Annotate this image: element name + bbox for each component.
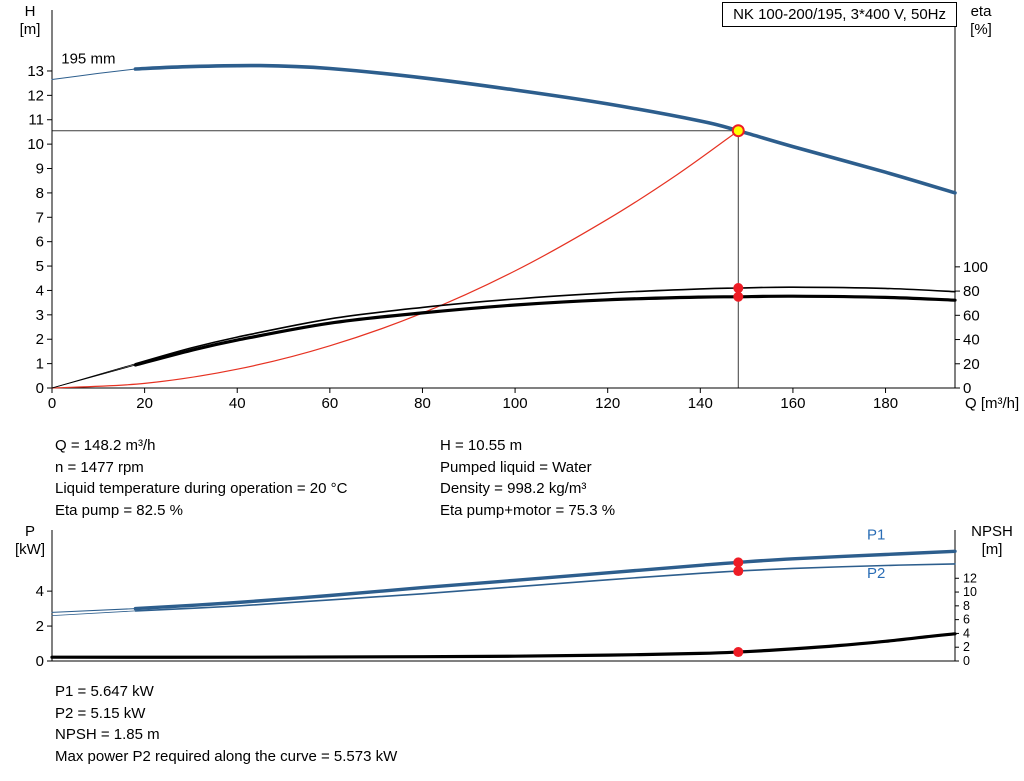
right-axis-tick-label: 2 bbox=[963, 640, 970, 654]
info-eta-pump: Eta pump = 82.5 % bbox=[55, 501, 183, 519]
left-axis-tick-label: 9 bbox=[36, 161, 44, 178]
x-axis-title: Q [m³/h] bbox=[965, 395, 1019, 412]
pump-model-title: NK 100-200/195, 3*400 V, 50Hz bbox=[722, 2, 957, 27]
left-axis-tick-label: 13 bbox=[27, 63, 44, 80]
left-axis-title: H bbox=[25, 3, 36, 20]
p2-tail bbox=[51, 610, 136, 616]
info-flow: Q = 148.2 m³/h bbox=[55, 437, 156, 454]
eta-pump-motor-point bbox=[733, 291, 744, 302]
info-density: Density = 998.2 kg/m³ bbox=[440, 480, 587, 497]
info-pumped-liquid: Pumped liquid = Water bbox=[440, 458, 592, 476]
left-axis-tick-label: 4 bbox=[36, 583, 44, 600]
right-axis-tick-label: 6 bbox=[963, 613, 970, 627]
left-axis-tick-label: 1 bbox=[36, 356, 44, 373]
left-axis-tick-label: 11 bbox=[28, 112, 44, 129]
x-axis-tick-label: 40 bbox=[229, 395, 246, 412]
series bbox=[51, 63, 957, 389]
left-axis-title: [m] bbox=[20, 21, 41, 38]
p1-curve bbox=[133, 549, 957, 611]
p2-label: P2 bbox=[867, 565, 885, 582]
info-liquid-temperature: Liquid temperature during operation = 20… bbox=[55, 480, 348, 497]
duty-info-left-column: Q = 148.2 m³/h n = 1477 rpm Liquid tempe… bbox=[55, 435, 347, 521]
left-axis-tick-label: 12 bbox=[27, 87, 44, 104]
duty-info-right-column: H = 10.55 m Pumped liquid = Water Densit… bbox=[440, 435, 615, 521]
x-axis-tick-label: 180 bbox=[873, 395, 898, 412]
right-axis-tick-label: 80 bbox=[963, 283, 980, 300]
x-axis-tick-label: 120 bbox=[595, 395, 620, 412]
left-axis-tick-label: 2 bbox=[36, 618, 44, 635]
p2-curve bbox=[134, 563, 956, 612]
p1-point bbox=[733, 557, 744, 568]
right-axis-tick-label: 0 bbox=[963, 380, 971, 397]
right-axis-tick-label: 60 bbox=[963, 307, 980, 324]
eta-pump-motor-curve bbox=[133, 294, 957, 367]
p1-tail bbox=[51, 608, 136, 613]
markers bbox=[733, 557, 744, 658]
x-axis-tick-label: 140 bbox=[688, 395, 713, 412]
guide-lines bbox=[52, 130, 739, 388]
x-axis-tick-label: 80 bbox=[414, 395, 431, 412]
p2-point bbox=[733, 566, 744, 577]
left-axis-title: [kW] bbox=[15, 541, 45, 558]
pump-curve-195mm bbox=[133, 63, 957, 195]
left-axis-tick-label: 6 bbox=[36, 234, 44, 251]
info-speed: n = 1477 rpm bbox=[55, 458, 144, 476]
npsh-curve bbox=[50, 632, 957, 659]
right-axis-tick-label: 8 bbox=[963, 599, 970, 613]
right-axis-tick-label: 40 bbox=[963, 332, 980, 349]
system-curve bbox=[51, 130, 739, 389]
result-max-power: Max power P2 required along the curve = … bbox=[55, 747, 398, 765]
markers bbox=[731, 124, 745, 302]
left-axis-tick-label: 10 bbox=[27, 136, 44, 153]
left-axis-title: P bbox=[25, 523, 35, 540]
left-axis-tick-label: 8 bbox=[36, 185, 44, 202]
left-axis-tick-label: 0 bbox=[36, 380, 44, 397]
left-axis-tick-label: 0 bbox=[36, 653, 44, 670]
info-head: H = 10.55 m bbox=[440, 437, 523, 454]
x-axis-tick-label: 0 bbox=[48, 395, 56, 412]
left-axis-tick-label: 5 bbox=[36, 258, 44, 275]
left-axis-tick-label: 4 bbox=[36, 282, 44, 299]
right-axis-title: [%] bbox=[970, 21, 992, 38]
right-axis-tick-label: 100 bbox=[963, 259, 988, 276]
right-axis-tick-label: 10 bbox=[963, 585, 977, 599]
info-eta-pump-motor: Eta pump+motor = 75.3 % bbox=[440, 501, 616, 519]
eta-pump-point bbox=[733, 283, 744, 294]
result-npsh: NPSH = 1.85 m bbox=[55, 726, 160, 743]
x-axis-tick-label: 60 bbox=[322, 395, 339, 412]
results-block: P1 = 5.647 kW P2 = 5.15 kW NPSH = 1.85 m… bbox=[55, 681, 397, 767]
eta-pump-motor-tail bbox=[51, 364, 136, 389]
pump-curve-tail bbox=[51, 68, 136, 80]
right-axis-title: [m] bbox=[982, 541, 1003, 558]
series bbox=[50, 549, 957, 659]
right-axis-title: eta bbox=[971, 3, 993, 20]
right-axis-tick-label: 0 bbox=[963, 654, 970, 668]
p1-label: P1 bbox=[867, 527, 885, 544]
x-axis-tick-label: 20 bbox=[136, 395, 153, 412]
npsh-point bbox=[733, 647, 744, 658]
right-axis-tick-label: 20 bbox=[963, 356, 980, 373]
right-axis-tick-label: 12 bbox=[963, 571, 977, 585]
right-axis-tick-label: 4 bbox=[963, 626, 970, 640]
duty-point bbox=[731, 124, 745, 138]
left-axis-tick-label: 7 bbox=[36, 209, 44, 226]
right-axis-title: NPSH bbox=[971, 523, 1013, 540]
impeller-size-label: 195 mm bbox=[61, 51, 115, 68]
left-axis-tick-label: 2 bbox=[36, 331, 44, 348]
result-p2: P2 = 5.15 kW bbox=[55, 704, 146, 722]
x-axis-tick-label: 160 bbox=[780, 395, 805, 412]
left-axis-tick-label: 3 bbox=[36, 307, 44, 324]
eta-pump-curve bbox=[134, 286, 956, 365]
x-axis-tick-label: 100 bbox=[503, 395, 528, 412]
result-p1: P1 = 5.647 kW bbox=[55, 683, 154, 700]
